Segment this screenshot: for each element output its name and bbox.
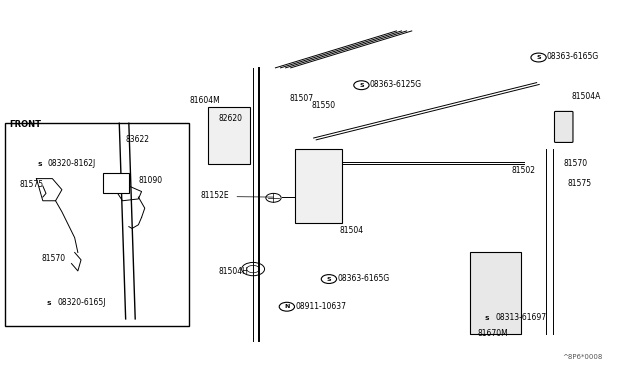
- FancyBboxPatch shape: [209, 107, 250, 164]
- Text: 81504H: 81504H: [218, 266, 248, 276]
- FancyBboxPatch shape: [103, 173, 129, 193]
- FancyBboxPatch shape: [4, 123, 189, 326]
- Text: 83622: 83622: [125, 135, 150, 144]
- Text: S: S: [326, 276, 332, 282]
- Text: 81575: 81575: [567, 179, 591, 188]
- Text: FRONT: FRONT: [10, 120, 42, 129]
- Text: S: S: [37, 162, 42, 167]
- Text: 81504A: 81504A: [572, 92, 601, 101]
- Text: ^8P6*0008: ^8P6*0008: [562, 353, 602, 359]
- FancyBboxPatch shape: [294, 149, 342, 223]
- Text: N: N: [284, 304, 289, 309]
- Text: S: S: [484, 316, 489, 321]
- Text: 81604M: 81604M: [189, 96, 220, 105]
- Text: 81152E: 81152E: [200, 191, 229, 200]
- Text: 08911-10637: 08911-10637: [295, 302, 346, 311]
- Text: 81504: 81504: [339, 226, 364, 235]
- Text: 08313-61697: 08313-61697: [495, 313, 547, 322]
- FancyBboxPatch shape: [470, 253, 521, 334]
- Text: 81550: 81550: [312, 102, 336, 110]
- Text: S: S: [47, 301, 51, 305]
- Text: 08320-6165J: 08320-6165J: [58, 298, 106, 307]
- Text: 81502: 81502: [511, 166, 535, 175]
- FancyBboxPatch shape: [554, 112, 573, 142]
- Text: 08363-6165G: 08363-6165G: [337, 274, 390, 283]
- Text: 81575: 81575: [19, 180, 44, 189]
- Text: 81570: 81570: [42, 254, 66, 263]
- Text: 08320-8162J: 08320-8162J: [48, 160, 96, 169]
- Text: 81570: 81570: [563, 159, 588, 168]
- Text: 08363-6125G: 08363-6125G: [370, 80, 422, 89]
- Text: 81507: 81507: [289, 94, 314, 103]
- Text: 81670M: 81670M: [477, 328, 508, 337]
- Text: S: S: [536, 55, 541, 60]
- Text: 81090: 81090: [138, 176, 163, 185]
- Text: 08363-6165G: 08363-6165G: [547, 52, 599, 61]
- Text: S: S: [359, 83, 364, 88]
- Text: 82620: 82620: [218, 114, 242, 124]
